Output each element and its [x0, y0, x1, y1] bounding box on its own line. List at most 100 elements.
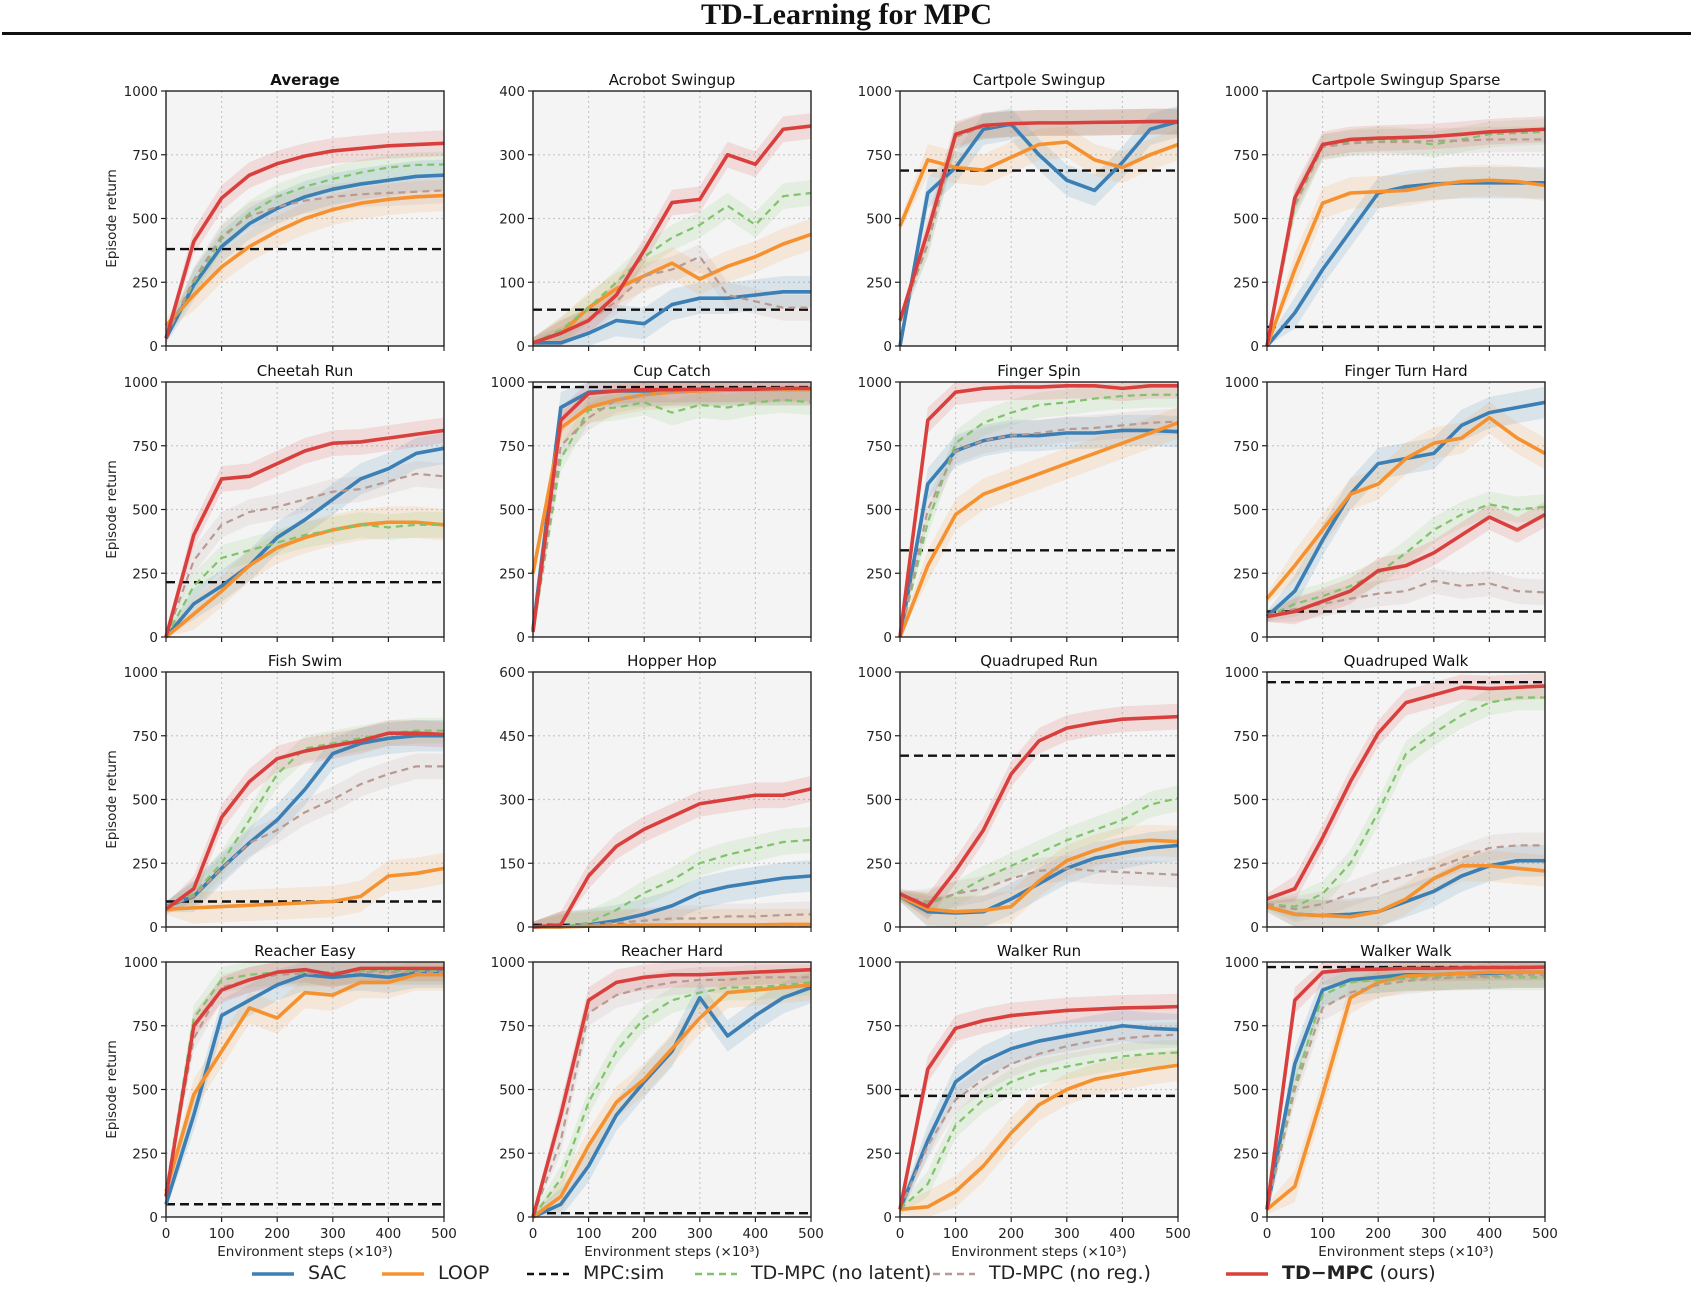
y-tick-label: 0	[1250, 920, 1259, 936]
series-loop	[1265, 178, 1546, 347]
series-td-mpc-no-latent	[165, 163, 445, 337]
x-axis-label: Environment steps (×10³)	[1318, 1244, 1493, 1260]
band-td-mpc-no-latent	[533, 827, 811, 927]
header-rule	[2, 32, 1691, 35]
band-sac	[1267, 962, 1545, 1215]
y-tick-label: 1000	[858, 665, 892, 681]
y-tick-label: 750	[499, 439, 525, 455]
series-td-mpc-no-latent	[164, 969, 444, 1192]
band-td-mpc-no-latent	[533, 180, 811, 346]
chart-finger-turn-hard: Finger Turn Hard 0 250 500 750 1000	[1225, 362, 1546, 646]
band-td-mpc-no-latent	[166, 511, 444, 637]
y-tick-label: 500	[866, 212, 892, 228]
y-tick-label: 750	[132, 439, 158, 455]
y-tick-label: 250	[1233, 1146, 1259, 1162]
series-td-mpc-no-latent	[1266, 503, 1546, 618]
y-tick-label: 0	[149, 339, 158, 355]
band-td-mpc-no-reg	[533, 964, 811, 1217]
series-td-mpc-ours	[164, 731, 445, 911]
y-tick-label: 750	[132, 1019, 158, 1035]
band-td-mpc-no-latent	[1267, 964, 1545, 1215]
series-td-mpc-ours	[899, 714, 1179, 909]
series-td-mpc-no-reg	[1266, 844, 1545, 911]
band-td-mpc-no-latent	[1267, 118, 1545, 346]
band-loop	[166, 179, 444, 331]
series-td-mpc-no-latent	[899, 797, 1179, 906]
y-tick-label: 250	[1233, 856, 1259, 872]
x-tick-label: 200	[1365, 1226, 1391, 1242]
band-td-mpc-ours	[166, 417, 444, 637]
y-tick-label: 1000	[124, 84, 158, 100]
legend-label-td-mpc-no-reg: TD-MPC (no reg.)	[988, 1262, 1151, 1284]
page-header: TD-Learning for MPC	[0, 0, 1693, 36]
y-tick-label: 1000	[124, 375, 158, 391]
series-td-mpc-ours	[531, 967, 812, 1218]
y-tick-label: 0	[883, 339, 892, 355]
x-tick-label: 0	[1263, 1226, 1272, 1242]
series-loop	[531, 983, 812, 1219]
y-tick-label: 0	[883, 1210, 892, 1226]
y-tick-label: 750	[1233, 148, 1259, 164]
band-td-mpc-no-latent	[1267, 491, 1545, 622]
series-td-mpc-no-reg	[898, 420, 1179, 638]
series-td-mpc-ours	[531, 386, 811, 633]
y-tick-label: 450	[499, 729, 525, 745]
y-tick-label: 500	[499, 503, 525, 519]
y-tick-label: 0	[516, 630, 525, 646]
y-tick-label: 750	[866, 439, 892, 455]
series-loop	[1266, 863, 1546, 919]
series-td-mpc-no-reg	[1265, 973, 1545, 1210]
band-sac	[900, 1010, 1178, 1215]
y-tick-label: 500	[866, 1083, 892, 1099]
x-tick-label: 500	[798, 1226, 824, 1242]
y-tick-label: 1000	[1225, 84, 1259, 100]
series-loop	[899, 1063, 1179, 1212]
band-td-mpc-no-reg	[166, 460, 444, 637]
x-tick-label: 500	[431, 1226, 457, 1242]
y-tick-label: 1000	[858, 375, 892, 391]
band-sac	[1267, 167, 1545, 346]
y-tick-label: 0	[516, 339, 525, 355]
series-td-mpc-ours	[1265, 965, 1546, 1210]
series-td-mpc-no-reg	[531, 976, 811, 1218]
y-tick-label: 250	[132, 1146, 158, 1162]
x-tick-label: 400	[1110, 1226, 1136, 1242]
band-td-mpc-no-reg	[166, 177, 444, 342]
y-tick-label: 400	[499, 84, 525, 100]
legend-label-td-mpc: TD−MPC (ours)	[1282, 1262, 1436, 1284]
chart-title: Walker Run	[997, 942, 1081, 960]
chart-title: Cartpole Swingup Sparse	[1312, 71, 1501, 89]
y-tick-label: 500	[866, 503, 892, 519]
y-tick-label: 200	[499, 212, 525, 228]
y-tick-label: 500	[499, 1083, 525, 1099]
series-td-mpc-no-latent	[532, 981, 812, 1218]
y-tick-label: 750	[132, 729, 158, 745]
band-td-mpc-no-reg	[533, 243, 811, 346]
chart-reacher-hard: Reacher Hard 0 250 500 750 1000 0 100 200 300 400 5…	[491, 942, 824, 1260]
series-td-mpc-ours	[898, 384, 1178, 638]
chart-quadruped-walk: Quadruped Walk 0 250 500 750 1000	[1225, 652, 1546, 936]
chart-title: Cheetah Run	[257, 362, 354, 380]
series-sac	[898, 119, 1179, 347]
band-sac	[900, 414, 1178, 637]
chart-cheetah-run: Cheetah Run 0 250 500 750 1000 Episode return	[104, 362, 445, 646]
y-tick-label: 300	[499, 793, 525, 809]
y-tick-label: 0	[149, 920, 158, 936]
series-sac	[164, 173, 445, 340]
y-tick-label: 500	[132, 212, 158, 228]
y-tick-label: 0	[883, 920, 892, 936]
y-axis-label: Episode return	[104, 460, 120, 559]
y-tick-label: 300	[499, 148, 525, 164]
y-tick-label: 1000	[858, 84, 892, 100]
series-td-mpc-ours	[898, 119, 1178, 322]
y-axis-label: Episode return	[104, 1040, 120, 1139]
y-tick-label: 250	[499, 566, 525, 582]
y-tick-label: 1000	[124, 955, 158, 971]
band-td-mpc-no-reg	[900, 855, 1178, 915]
page-title: TD-Learning for MPC	[700, 0, 993, 31]
band-sac	[533, 971, 811, 1217]
band-loop	[533, 218, 811, 346]
x-tick-label: 0	[529, 1226, 538, 1242]
x-tick-label: 300	[687, 1226, 713, 1242]
y-tick-label: 1000	[491, 955, 525, 971]
